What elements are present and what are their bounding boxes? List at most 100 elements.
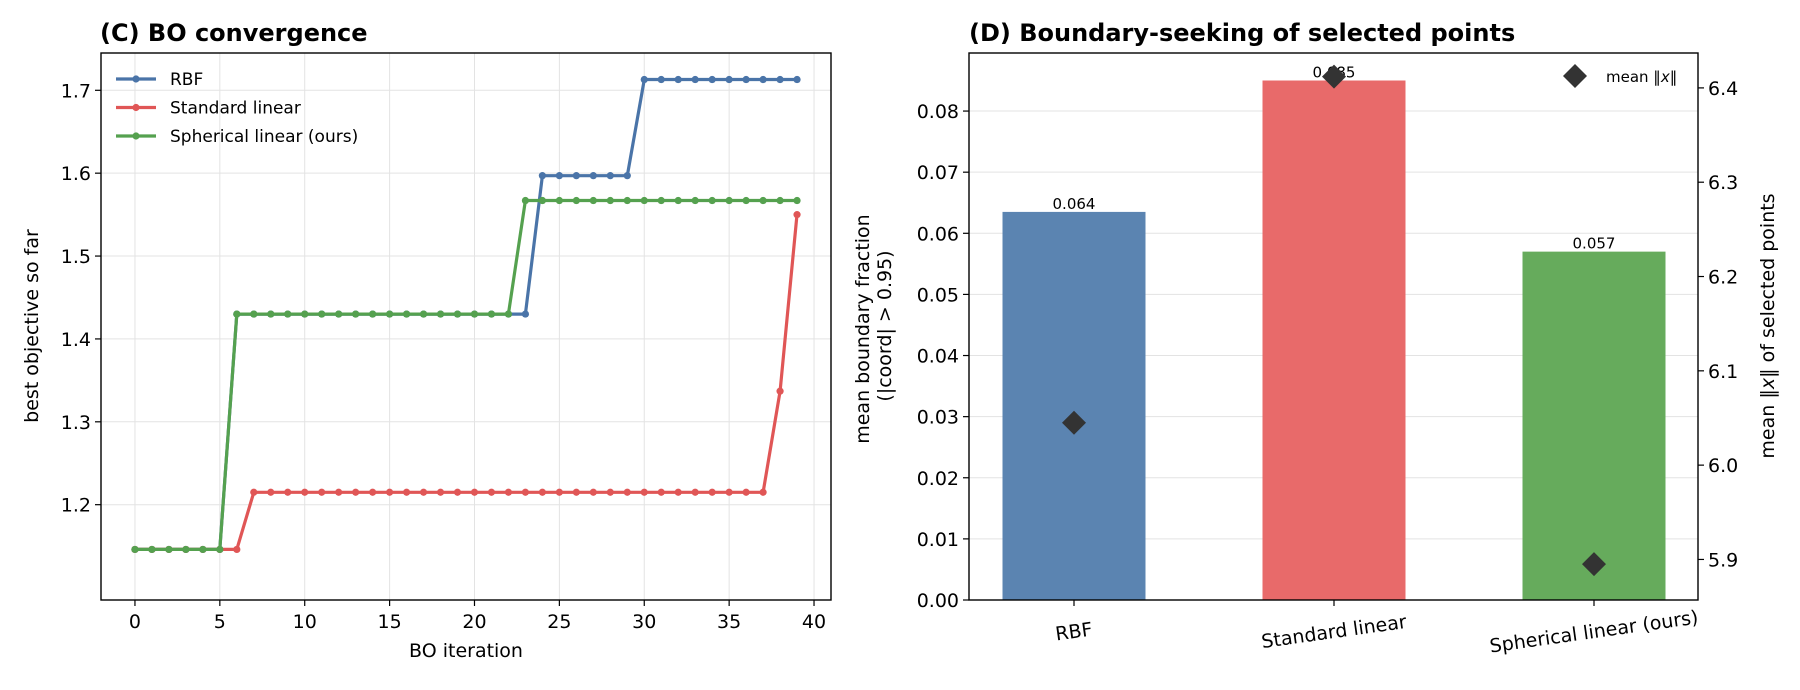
series-point-1 — [352, 488, 360, 496]
convergence-y-tick-label: 1.4 — [61, 329, 91, 351]
series-point-2 — [487, 310, 496, 318]
series-point-2 — [284, 310, 292, 318]
legend-diamond-marker — [1563, 64, 1587, 88]
series-point-2 — [453, 310, 462, 318]
series-point-0 — [606, 172, 614, 180]
series-point-2 — [318, 310, 326, 318]
series-point-1 — [369, 488, 377, 496]
convergence-legend: RBF Standard linear Spherical linear (ours… — [116, 70, 358, 147]
norm-y-axis-label: mean ‖x‖ of selected points — [1757, 193, 1779, 458]
series-line-1 — [135, 214, 799, 552]
convergence-y-tick-label: 1.3 — [61, 412, 91, 434]
series-point-2 — [640, 196, 648, 205]
convergence-y-tick-label: 1.5 — [61, 246, 91, 268]
boundary-y-tick-label: 0.06 — [917, 223, 959, 245]
convergence-y-tick-label: 1.2 — [61, 495, 91, 517]
series-point-2 — [759, 196, 767, 205]
convergence-chart-title: (C) BO convergence — [100, 19, 368, 47]
series-point-2 — [267, 310, 275, 318]
series-point-0 — [708, 75, 716, 84]
convergence-x-tick-label: 20 — [462, 611, 486, 633]
legend-norm-label-part2: x — [1660, 68, 1670, 86]
convergence-x-tick-label: 25 — [547, 611, 571, 633]
boundary-x-tick-label: RBF — [1054, 619, 1094, 646]
series-point-0 — [555, 172, 563, 180]
norm-marker-2 — [1582, 552, 1606, 577]
convergence-chart: (C) BO convergence 0 5 10 15 20 25 30 35 40 1.2 1.… — [21, 19, 832, 662]
legend-marker-2 — [132, 132, 140, 140]
series-point-2 — [521, 196, 530, 205]
boundary-chart: (D) Boundary-seeking of selected points … — [852, 19, 1779, 658]
series-point-2 — [776, 196, 784, 205]
series-point-2 — [623, 196, 631, 205]
norm-y-tick-label: 6.2 — [1708, 267, 1738, 289]
norm-y-tick-label: 6.1 — [1708, 361, 1738, 383]
bar-2 — [1522, 251, 1666, 600]
boundary-chart-title: (D) Boundary-seeking of selected points — [969, 19, 1515, 47]
series-point-2 — [742, 196, 750, 205]
boundary-y-tick-label: 0.02 — [917, 468, 959, 490]
legend-norm-label-part3: ‖ — [1670, 68, 1678, 86]
series-point-2 — [725, 196, 733, 205]
series-point-2 — [216, 545, 224, 554]
convergence-x-tick-label: 0 — [129, 611, 141, 633]
convergence-y-tick-label: 1.7 — [61, 80, 91, 102]
convergence-x-tick-label: 40 — [802, 611, 826, 633]
series-point-1 — [470, 488, 479, 496]
legend-label-1: Standard linear — [170, 99, 301, 119]
series-point-1 — [233, 545, 241, 554]
norm-y-tick-label: 6.4 — [1708, 78, 1738, 100]
series-point-2 — [589, 196, 597, 205]
boundary-y-axis-label-line1: mean boundary fraction — [852, 214, 874, 443]
series-point-1 — [606, 488, 614, 496]
series-point-1 — [250, 488, 258, 496]
convergence-x-tick-label: 30 — [632, 611, 656, 633]
bar-value-label-2: 0.057 — [1573, 235, 1616, 253]
series-point-2 — [538, 196, 546, 205]
series-point-1 — [725, 488, 733, 496]
series-point-2 — [402, 310, 411, 318]
series-point-0 — [657, 75, 665, 84]
series-point-1 — [318, 488, 326, 496]
boundary-y-tick-label: 0.03 — [917, 407, 959, 429]
series-point-2 — [131, 545, 139, 554]
series-point-1 — [759, 488, 767, 496]
series-point-2 — [352, 310, 360, 318]
convergence-ticks: 0 5 10 15 20 25 30 35 40 1.2 1.3 1.4 1.5 1.6 1.7 — [61, 80, 826, 633]
series-point-0 — [725, 75, 733, 84]
boundary-y-axis-label: mean boundary fraction (|coord| > 0.95) — [852, 208, 896, 444]
series-point-0 — [623, 172, 631, 180]
series-point-1 — [640, 488, 648, 496]
series-point-1 — [776, 387, 784, 395]
norm-y-tick-label: 5.9 — [1708, 549, 1738, 571]
series-point-0 — [742, 75, 750, 84]
series-point-0 — [521, 310, 530, 318]
convergence-x-axis-label: BO iteration — [409, 640, 523, 662]
series-point-2 — [436, 310, 445, 318]
norm-markers — [1062, 64, 1606, 577]
series-point-1 — [521, 488, 530, 496]
series-point-1 — [301, 488, 309, 496]
convergence-grid — [101, 53, 831, 600]
series-point-0 — [538, 172, 546, 180]
series-point-2 — [369, 310, 377, 318]
convergence-x-tick-label: 15 — [378, 611, 402, 633]
series-point-0 — [572, 172, 580, 180]
series-point-1 — [623, 488, 631, 496]
series-point-2 — [419, 310, 428, 318]
series-point-2 — [470, 310, 479, 318]
series-point-0 — [776, 75, 784, 84]
bar-0 — [1002, 211, 1146, 600]
norm-marker-1 — [1322, 64, 1346, 89]
boundary-y-tick-label: 0.01 — [917, 529, 959, 551]
series-point-1 — [436, 488, 445, 496]
series-point-1 — [674, 488, 682, 496]
series-point-2 — [674, 196, 682, 205]
series-point-2 — [335, 310, 343, 318]
bar-value-label-0: 0.064 — [1053, 195, 1096, 213]
series-point-0 — [674, 75, 682, 84]
boundary-x-tick-label: Spherical linear (ours) — [1488, 606, 1699, 657]
series-point-2 — [199, 545, 207, 554]
series-point-1 — [589, 488, 597, 496]
